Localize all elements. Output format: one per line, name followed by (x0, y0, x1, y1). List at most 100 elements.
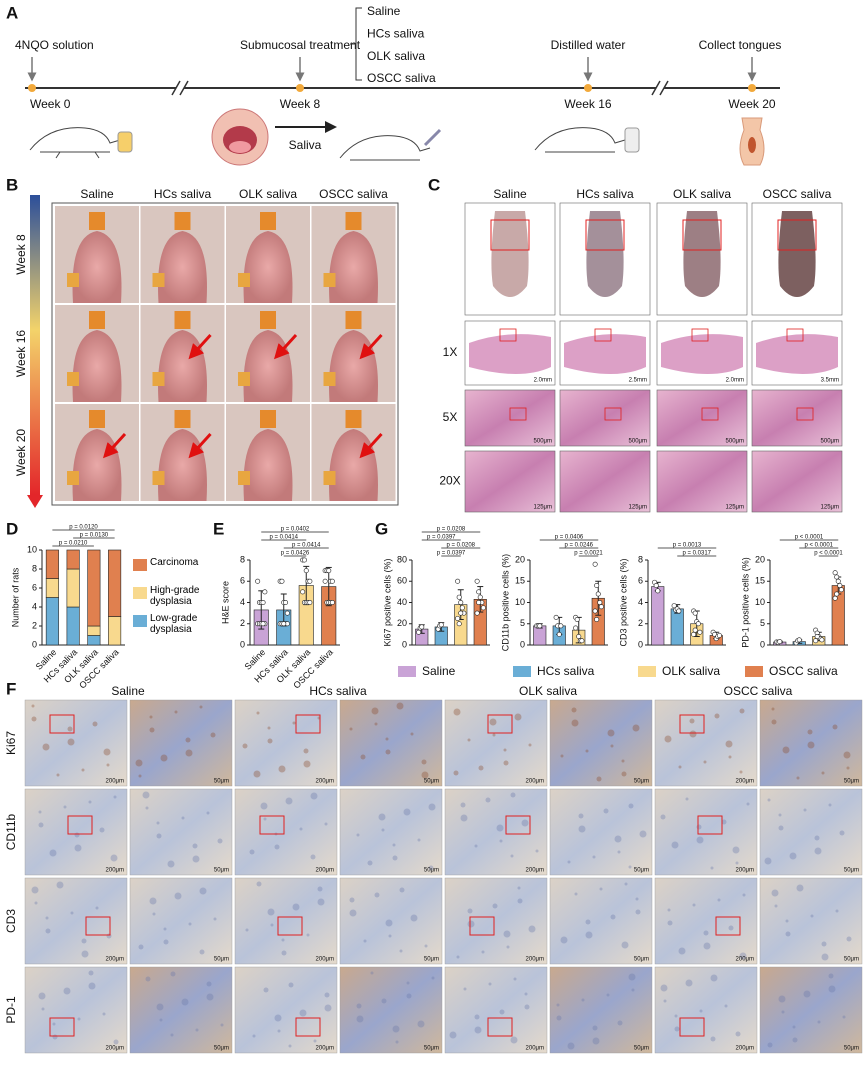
stain-spot (67, 738, 75, 746)
data-point (260, 599, 266, 605)
stain-spot (635, 909, 641, 915)
p-value: p = 0.0013 (673, 543, 702, 549)
stain-spot (599, 887, 603, 891)
stain-spot (67, 726, 73, 732)
week-label: Week 20 (728, 97, 775, 111)
stain-spot (667, 908, 671, 912)
time-arrow (27, 495, 43, 508)
region-box (777, 219, 817, 251)
stain-spot (778, 995, 786, 1003)
stain-spot (399, 887, 405, 893)
row-label: 5X (443, 410, 458, 424)
stain-spot (63, 987, 71, 995)
stain-spot (135, 759, 143, 767)
stain-spot (149, 715, 153, 719)
data-point (262, 589, 268, 595)
zoom-box (277, 916, 303, 936)
stain-spot (38, 822, 44, 828)
stain-spot (467, 908, 473, 914)
stain-spot (796, 884, 804, 892)
ihc-image (654, 966, 758, 1054)
stain-spot (607, 729, 615, 737)
scale-bar-label: 125μm (726, 505, 744, 511)
clamp (89, 311, 105, 329)
he-section (751, 450, 843, 513)
stain-spot (74, 844, 82, 852)
stain-spot (288, 982, 294, 988)
stain-spot (374, 722, 378, 726)
clamp (260, 410, 276, 428)
stain-spot (81, 768, 85, 772)
stain-spot (81, 938, 87, 944)
stain-spot (510, 792, 516, 798)
data-point (777, 639, 783, 645)
tongue (158, 231, 207, 303)
stain-spot (392, 1025, 400, 1033)
stain-spot (621, 771, 627, 777)
stain-spot (842, 1015, 846, 1019)
legend-label: Carcinoma (150, 557, 199, 568)
row-label: Week 8 (14, 234, 28, 275)
stain-spot (710, 1036, 716, 1042)
tongue-specimen (491, 211, 529, 297)
stain-spot (160, 754, 168, 762)
y-tick-label: 20 (755, 554, 765, 564)
clamp (152, 471, 165, 485)
p-value: p = 0.0402 (281, 527, 310, 533)
panel-label: D (6, 519, 18, 538)
y-tick-label: 0 (32, 639, 37, 649)
row-label: 20X (439, 474, 460, 488)
clamp (260, 212, 276, 230)
data-point (576, 633, 582, 639)
stain-spot (374, 892, 380, 898)
stain-spot (774, 904, 778, 908)
clamp (238, 273, 250, 287)
stain-spot (631, 988, 635, 992)
stain-spot (628, 803, 634, 809)
stain-spot (156, 821, 160, 825)
timeline-break-gap (656, 82, 664, 94)
scale-bar-label: 2.0mm (726, 378, 744, 384)
stain-spot (449, 1031, 457, 1039)
stain-spot (585, 919, 591, 925)
stain-spot (163, 939, 169, 945)
y-axis-label: Number of rats (10, 567, 20, 627)
ihc-image (339, 877, 443, 965)
stain-spot (199, 887, 207, 895)
stain-spot (174, 710, 178, 714)
y-tick-label: 0 (638, 639, 643, 649)
stain-spot (170, 971, 176, 977)
legend-entry: Low-grade dysplasia (150, 613, 198, 635)
stain-spot (324, 1004, 332, 1012)
stain-spot (113, 1039, 119, 1045)
column-header: OSCC saliva (724, 684, 793, 698)
stain-spot (778, 825, 784, 831)
scale-bar-label: 200μm (526, 1046, 544, 1052)
stain-spot (814, 847, 822, 855)
stain-spot (145, 806, 149, 810)
p-value: p = 0.0210 (59, 541, 88, 547)
stain-spot (735, 1031, 741, 1037)
stain-spot (782, 746, 790, 754)
stain-spot (49, 849, 57, 857)
zoom-box (67, 815, 93, 835)
data-point (594, 616, 600, 622)
ihc-image (24, 788, 128, 876)
error-bar (325, 566, 332, 607)
lesion-arrow (102, 432, 127, 459)
stain-spot (628, 973, 636, 981)
legend-label: Low-grade dysplasia (150, 613, 198, 635)
scale-bar-label: 200μm (316, 868, 334, 874)
stain-spot (77, 1017, 81, 1021)
scale-bar-label: 200μm (106, 779, 124, 785)
y-tick-label: 8 (32, 563, 37, 573)
he-tissue (661, 334, 743, 374)
stain-spot (138, 774, 142, 778)
stain-spot (142, 791, 150, 799)
scale-bar-label: 200μm (316, 1046, 334, 1052)
stain-spot (428, 803, 436, 811)
stain-spot (192, 843, 198, 849)
stain-spot (667, 920, 673, 926)
stain-spot (835, 909, 839, 913)
option-label: OLK saliva (367, 49, 425, 63)
